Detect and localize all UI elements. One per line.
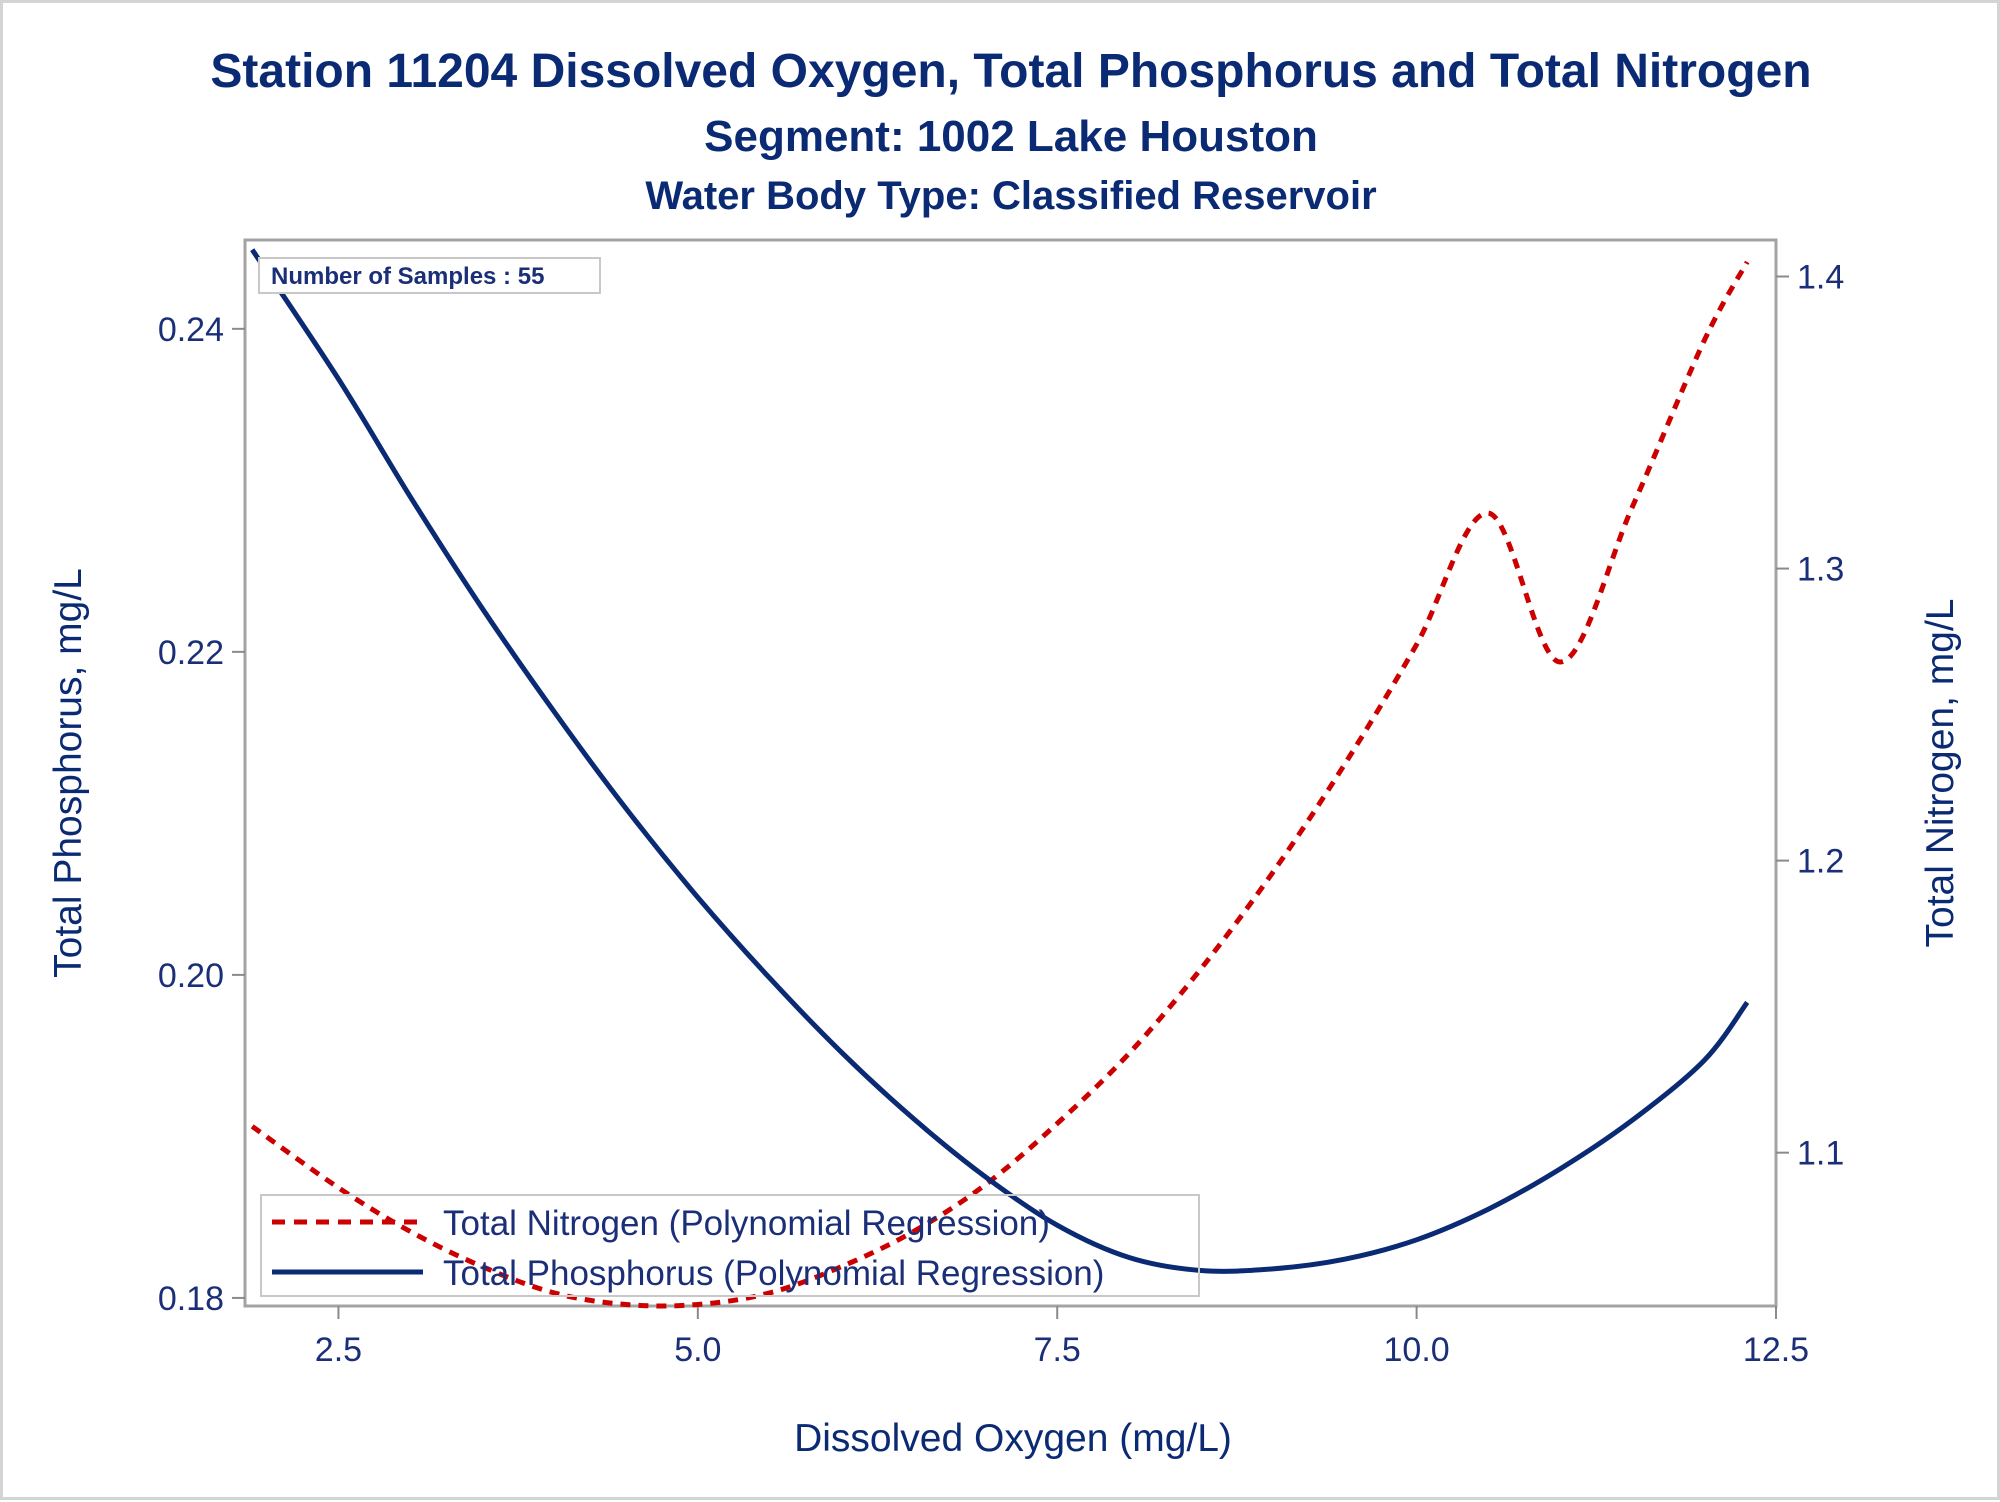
- y-axis-label: Total Phosphorus, mg/L: [47, 568, 90, 978]
- y-tick-label: 0.22: [158, 634, 224, 672]
- y-tick-label: 0.24: [158, 311, 224, 349]
- y2-axis-label: Total Nitrogen, mg/L: [1919, 598, 1962, 947]
- y-axis-right: 1.1 1.2 1.3 1.4: [1776, 259, 1844, 1173]
- x-tick-label: 2.5: [315, 1331, 362, 1369]
- y2-tick-label: 1.3: [1797, 551, 1844, 589]
- x-tick-label: 5.0: [674, 1331, 721, 1369]
- legend: Total Nitrogen (Polynomial Regression) T…: [260, 1194, 1200, 1297]
- y-tick-label: 0.18: [158, 1280, 224, 1318]
- x-tick-label: 7.5: [1034, 1331, 1081, 1369]
- sample-count-box: [258, 257, 601, 294]
- x-axis-label: Dissolved Oxygen (mg/L): [794, 1417, 1232, 1460]
- legend-box: [260, 1194, 1200, 1297]
- y2-tick-label: 1.2: [1797, 843, 1844, 881]
- chart-title: Station 11204 Dissolved Oxygen, Total Ph…: [210, 45, 1811, 98]
- legend-label-phosphorus: Total Phosphorus (Polynomial Regression): [443, 1254, 1104, 1293]
- series-layer: [250, 248, 1750, 1309]
- series-line-total-phosphorus: [250, 248, 1750, 1274]
- chart-subtitle: Segment: 1002 Lake Houston: [704, 112, 1318, 161]
- chart-subtitle-2: Water Body Type: Classified Reservoir: [645, 174, 1376, 218]
- sample-count-inset: Number of Samples : 55: [258, 257, 601, 294]
- sample-count-text: Number of Samples : 55: [271, 263, 544, 290]
- x-axis: 2.5 5.0 7.5 10.0 12.5: [315, 1306, 1809, 1369]
- series-line-total-nitrogen: [250, 260, 1750, 1309]
- legend-label-nitrogen: Total Nitrogen (Polynomial Regression): [443, 1204, 1050, 1243]
- chart-svg: Station 11204 Dissolved Oxygen, Total Ph…: [47, 45, 1962, 1460]
- x-tick-label: 12.5: [1743, 1331, 1809, 1369]
- plot-area: [243, 238, 1778, 1308]
- y2-tick-label: 1.1: [1797, 1135, 1844, 1173]
- y2-tick-label: 1.4: [1797, 259, 1844, 297]
- y-axis-left: 0.18 0.20 0.22 0.24: [158, 311, 245, 1318]
- x-tick-label: 10.0: [1384, 1331, 1450, 1369]
- y-tick-label: 0.20: [158, 957, 224, 995]
